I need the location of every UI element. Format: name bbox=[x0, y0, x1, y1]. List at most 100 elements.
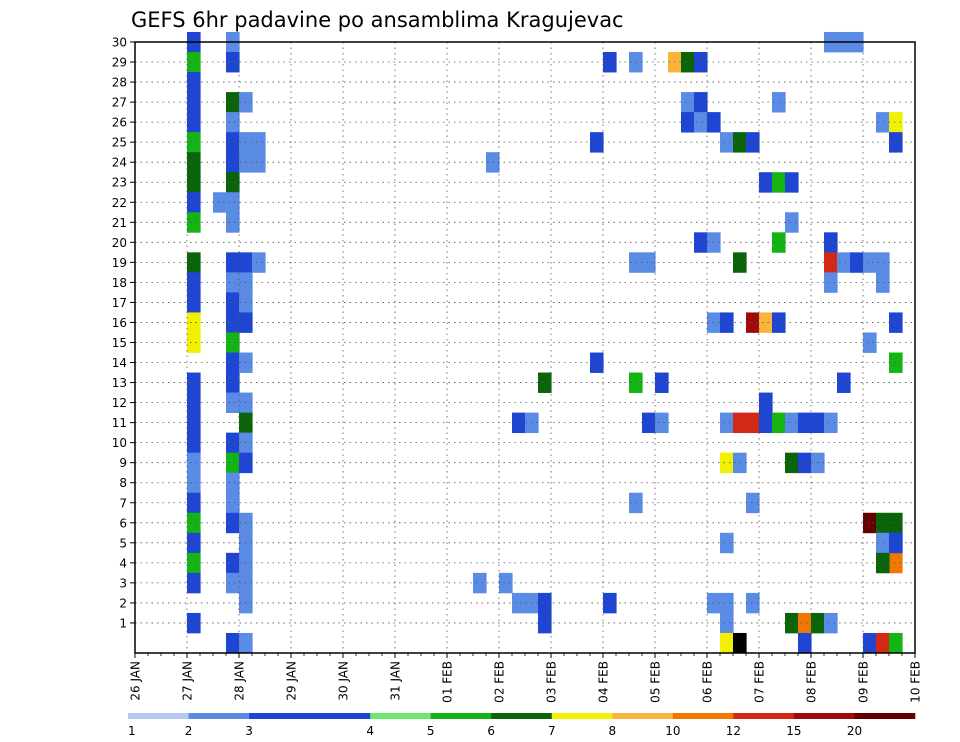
y-tick-label: 11 bbox=[112, 416, 127, 430]
heatmap-cell bbox=[226, 572, 240, 594]
colorbar-swatch bbox=[491, 713, 553, 719]
colorbar-swatch bbox=[188, 713, 250, 719]
heatmap-cell bbox=[187, 392, 201, 413]
heatmap-cell bbox=[733, 632, 747, 654]
heatmap-cell bbox=[226, 212, 240, 233]
heatmap-cell bbox=[252, 132, 266, 153]
heatmap-cell bbox=[226, 492, 240, 514]
heatmap-cell bbox=[785, 452, 799, 474]
y-tick-label: 15 bbox=[112, 336, 127, 350]
heatmap-cell bbox=[694, 232, 708, 253]
heatmap-cell bbox=[226, 332, 240, 353]
heatmap-cell bbox=[876, 532, 890, 554]
colorbar-swatch bbox=[249, 713, 310, 719]
heatmap-cell bbox=[538, 612, 552, 634]
heatmap-cell bbox=[785, 612, 799, 634]
x-tick-label: 10 FEB bbox=[909, 661, 923, 703]
heatmap-cell bbox=[226, 192, 240, 213]
heatmap-cell bbox=[187, 192, 201, 213]
heatmap-cell bbox=[187, 172, 201, 193]
y-tick-label: 24 bbox=[112, 156, 127, 170]
colorbar-label: 6 bbox=[487, 724, 495, 738]
heatmap-cell bbox=[187, 112, 201, 133]
heatmap-cell bbox=[694, 112, 708, 133]
heatmap-cell bbox=[187, 452, 201, 474]
heatmap-cell bbox=[733, 452, 747, 474]
x-tick-label: 02 FEB bbox=[493, 661, 507, 703]
heatmap-cell bbox=[226, 372, 240, 393]
heatmap-cell bbox=[681, 92, 695, 113]
y-tick-label: 12 bbox=[112, 396, 127, 410]
y-tick-label: 27 bbox=[112, 96, 127, 110]
heatmap-cell bbox=[759, 392, 773, 413]
heatmap-cell bbox=[681, 52, 695, 73]
heatmap-cell bbox=[798, 612, 812, 634]
colorbar-label: 5 bbox=[427, 724, 435, 738]
heatmap-cell bbox=[226, 152, 240, 173]
x-tick-label: 26 JAN bbox=[129, 661, 143, 701]
heatmap-cell bbox=[187, 572, 201, 594]
heatmap-cell bbox=[187, 312, 201, 333]
x-tick-label: 03 FEB bbox=[545, 661, 559, 703]
heatmap-cell bbox=[187, 612, 201, 634]
heatmap-cell bbox=[798, 452, 812, 474]
heatmap-cell bbox=[733, 252, 747, 273]
heatmap-cell bbox=[694, 52, 708, 73]
heatmap-cell bbox=[590, 352, 604, 373]
heatmap-cell bbox=[889, 312, 903, 333]
y-tick-label: 16 bbox=[112, 316, 127, 330]
heatmap-cell bbox=[720, 412, 734, 434]
heatmap-cell bbox=[226, 92, 240, 113]
heatmap-cell bbox=[824, 612, 838, 634]
heatmap-cell bbox=[889, 112, 903, 133]
heatmap-cell bbox=[889, 132, 903, 153]
y-tick-label: 6 bbox=[119, 516, 127, 530]
plot-area: 1234567891011121314151617181920212223242… bbox=[112, 31, 923, 703]
heatmap-cell bbox=[226, 432, 240, 454]
heatmap-cell bbox=[252, 252, 266, 273]
colorbar-label: 12 bbox=[726, 724, 741, 738]
colorbar-swatch bbox=[370, 713, 431, 719]
heatmap-cell bbox=[720, 612, 734, 634]
y-tick-label: 18 bbox=[112, 276, 127, 290]
heatmap-cell bbox=[876, 552, 890, 574]
heatmap-cell bbox=[590, 132, 604, 153]
heatmap-cell bbox=[538, 592, 552, 614]
colorbar-label: 2 bbox=[185, 724, 193, 738]
colorbar-swatch bbox=[733, 713, 795, 719]
heatmap-cell bbox=[226, 552, 240, 574]
x-tick-label: 30 JAN bbox=[337, 661, 351, 701]
heatmap-cell bbox=[824, 412, 838, 434]
x-tick-label: 08 FEB bbox=[805, 661, 819, 703]
heatmap-cell bbox=[226, 352, 240, 373]
heatmap-cell bbox=[837, 252, 851, 273]
colorbar-swatch bbox=[672, 713, 734, 719]
colorbar-swatch bbox=[793, 713, 855, 719]
heatmap-cell bbox=[655, 372, 669, 393]
colorbar-label: 1 bbox=[128, 724, 136, 738]
heatmap-cell bbox=[187, 512, 201, 534]
heatmap-cell bbox=[889, 532, 903, 554]
heatmap-cell bbox=[746, 132, 760, 153]
y-tick-label: 20 bbox=[112, 236, 127, 250]
heatmap-cell bbox=[187, 432, 201, 454]
y-tick-label: 25 bbox=[112, 136, 127, 150]
heatmap-cell bbox=[863, 252, 877, 273]
y-tick-label: 7 bbox=[119, 496, 127, 510]
heatmap-cell bbox=[187, 472, 201, 494]
heatmap-cell bbox=[759, 172, 773, 193]
heatmap-cell bbox=[187, 212, 201, 233]
heatmap-cell bbox=[226, 132, 240, 153]
heatmap-cell bbox=[187, 552, 201, 574]
heatmap-cell bbox=[876, 512, 890, 534]
heatmap-cell bbox=[226, 292, 240, 313]
heatmap-cell bbox=[226, 252, 240, 273]
heatmap-cell bbox=[187, 332, 201, 353]
y-tick-label: 5 bbox=[119, 536, 127, 550]
heatmap-cell bbox=[187, 412, 201, 434]
heatmap-cell bbox=[876, 632, 890, 654]
heatmap-cell bbox=[824, 232, 838, 253]
x-tick-label: 05 FEB bbox=[649, 661, 663, 703]
heatmap-cell bbox=[733, 412, 747, 434]
